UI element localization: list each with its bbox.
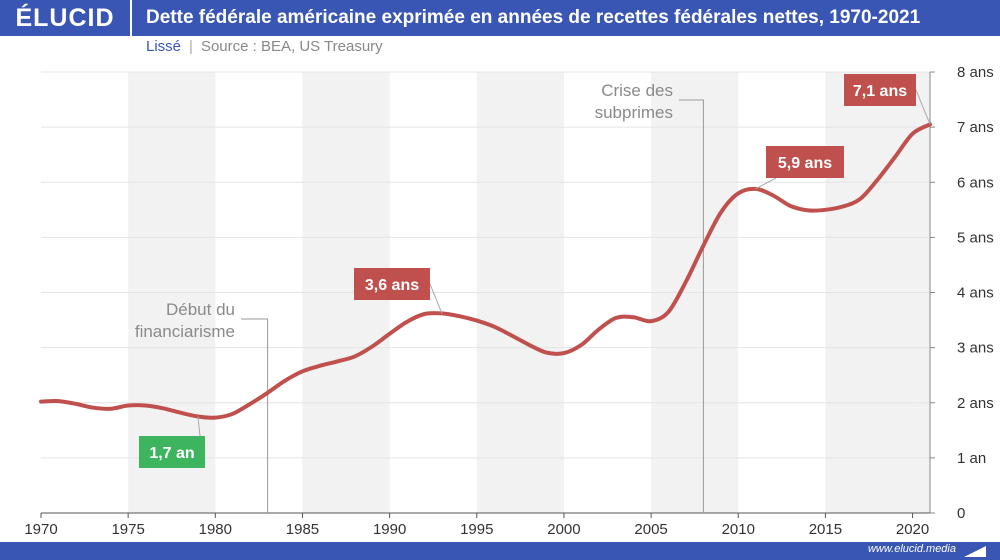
data-label: 7,1 ans — [853, 83, 907, 100]
y-tick-label: 8 ans — [957, 64, 994, 81]
x-tick-label: 2015 — [809, 521, 842, 538]
x-tick-label: 1980 — [199, 521, 232, 538]
annotation-text: Crise des — [601, 81, 673, 100]
site-link[interactable]: www.elucid.media — [867, 543, 956, 555]
data-label: 3,6 ans — [365, 277, 419, 294]
annotation-text: financiarisme — [135, 322, 235, 341]
annotation-text: Début du — [166, 300, 235, 319]
x-tick-label: 1970 — [24, 521, 57, 538]
x-tick-label: 1985 — [286, 521, 319, 538]
y-axis-ticks: 0 1 an 2 ans 3 ans 4 ans 5 ans 6 ans 7 ans 8 ans — [930, 64, 994, 522]
y-tick-label: 1 an — [957, 450, 986, 467]
x-tick-label: 1990 — [373, 521, 406, 538]
annotation-text: subprimes — [595, 103, 673, 122]
y-tick-label: 4 ans — [957, 285, 994, 302]
data-label-box — [354, 268, 430, 300]
y-tick-label: 7 ans — [957, 119, 994, 136]
footer-bar: www.elucid.media — [0, 542, 1000, 560]
x-tick-label: 1975 — [111, 521, 144, 538]
label-leader — [915, 89, 931, 125]
source-note: Source : BEA, US Treasury — [200, 38, 383, 55]
label-leader — [755, 177, 777, 190]
subtitle: Lissé | Source : BEA, US Treasury — [146, 38, 383, 55]
x-tick-label: 2000 — [547, 521, 580, 538]
x-tick-label: 1995 — [460, 521, 493, 538]
annotations: Début du financiarisme Crise des subprimes — [135, 81, 704, 513]
data-label: 5,9 ans — [778, 155, 832, 172]
y-tick-label: 2 ans — [957, 395, 994, 412]
series-line — [39, 122, 932, 420]
y-tick-label: 0 — [957, 505, 965, 522]
elucid-mark-icon — [964, 546, 986, 557]
header-bar: ÉLUCID Dette fédérale américaine exprimé… — [0, 0, 1000, 36]
data-label: 1,7 an — [149, 445, 194, 462]
annotation-line — [679, 99, 704, 513]
annotation-line — [241, 318, 269, 513]
x-tick-label: 2005 — [634, 521, 667, 538]
label-leaders — [197, 89, 931, 437]
y-tick-label: 5 ans — [957, 229, 994, 246]
subtitle-separator: | — [189, 38, 193, 55]
data-label-box — [766, 146, 844, 178]
y-tick-label: 6 ans — [957, 174, 994, 191]
y-tick-label: 3 ans — [957, 340, 994, 357]
x-tick-label: 2020 — [896, 521, 929, 538]
label-leader — [429, 283, 443, 314]
data-label-box — [844, 74, 916, 106]
chart-title: Dette fédérale américaine exprimée en an… — [146, 7, 921, 28]
data-labels: 1,7 an 3,6 ans 5,9 ans 7,1 ans — [139, 74, 916, 468]
data-label-box — [139, 436, 205, 468]
label-leader — [197, 416, 201, 437]
x-axis-ticks: 1970 1975 1980 1985 1990 1995 2000 2005 2010 2015… — [24, 513, 929, 538]
x-tick-label: 2010 — [722, 521, 755, 538]
smoothing-note: Lissé — [146, 38, 182, 55]
elucid-logo: ÉLUCID — [0, 0, 132, 36]
